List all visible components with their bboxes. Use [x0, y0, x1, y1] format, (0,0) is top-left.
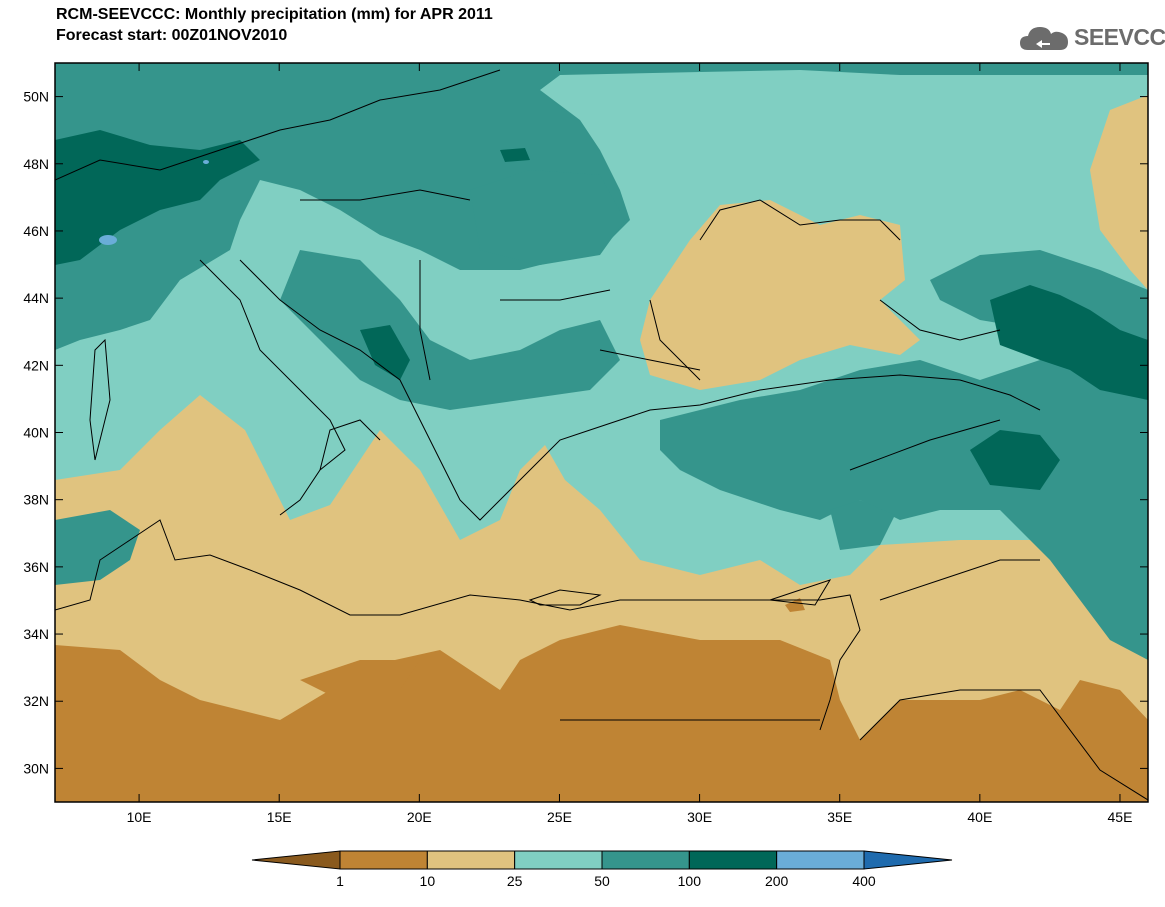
title-line-1: RCM-SEEVCCC: Monthly precipitation (mm) … [56, 6, 493, 23]
colorbar-segment [514, 850, 603, 870]
latitude-labels: 50N 48N 46N 44N 42N 40N 38N 36N 34N 32N 30N [23, 89, 49, 777]
map-title: RCM-SEEVCCC: Monthly precipitation (mm) … [56, 4, 493, 46]
colorbar-label: 100 [678, 873, 702, 889]
colorbar-segment [601, 850, 690, 870]
lat-tick-label: 38N [23, 492, 49, 508]
lon-tick-label: 10E [127, 809, 152, 825]
lat-tick-label: 50N [23, 89, 49, 105]
lat-tick-label: 46N [23, 223, 49, 239]
lat-tick-label: 40N [23, 425, 49, 441]
colorbar-under-triangle [251, 850, 341, 870]
longitude-labels: 10E 15E 20E 25E 30E 35E 40E 45E [127, 809, 1133, 825]
colorbar-label: 50 [594, 873, 610, 889]
lon-tick-label: 20E [407, 809, 432, 825]
lat-tick-label: 48N [23, 156, 49, 172]
lon-tick-label: 25E [547, 809, 572, 825]
colorbar-segment [776, 850, 865, 870]
colorbar: 1 10 25 50 100 200 400 [251, 850, 953, 889]
lat-tick-label: 34N [23, 626, 49, 642]
colorbar-over-triangle [863, 850, 953, 870]
lat-tick-label: 42N [23, 357, 49, 373]
colorbar-label: 400 [852, 873, 876, 889]
logo-text: SEEVCCC [1074, 24, 1165, 50]
colorbar-label: 10 [420, 873, 436, 889]
lat-tick-label: 36N [23, 559, 49, 575]
colorbar-label: 200 [765, 873, 789, 889]
lon-tick-label: 35E [827, 809, 852, 825]
precipitation-field [55, 63, 1148, 802]
lat-tick-label: 44N [23, 290, 49, 306]
lon-tick-label: 30E [687, 809, 712, 825]
coastlines [55, 69, 1148, 801]
colorbar-label: 25 [507, 873, 523, 889]
lon-tick-label: 15E [267, 809, 292, 825]
lon-tick-label: 45E [1108, 809, 1133, 825]
lon-tick-label: 40E [967, 809, 992, 825]
colorbar-segment [426, 850, 516, 870]
cloud-icon [1020, 27, 1068, 50]
lat-tick-label: 30N [23, 760, 49, 776]
seevccc-logo: SEEVCCC [1018, 20, 1165, 56]
colorbar-segment [688, 850, 778, 870]
lat-tick-label: 32N [23, 693, 49, 709]
title-line-2: Forecast start: 00Z01NOV2010 [56, 27, 288, 44]
colorbar-label: 1 [336, 873, 344, 889]
colorbar-segment [339, 850, 428, 870]
axis-ticks [55, 63, 1148, 802]
